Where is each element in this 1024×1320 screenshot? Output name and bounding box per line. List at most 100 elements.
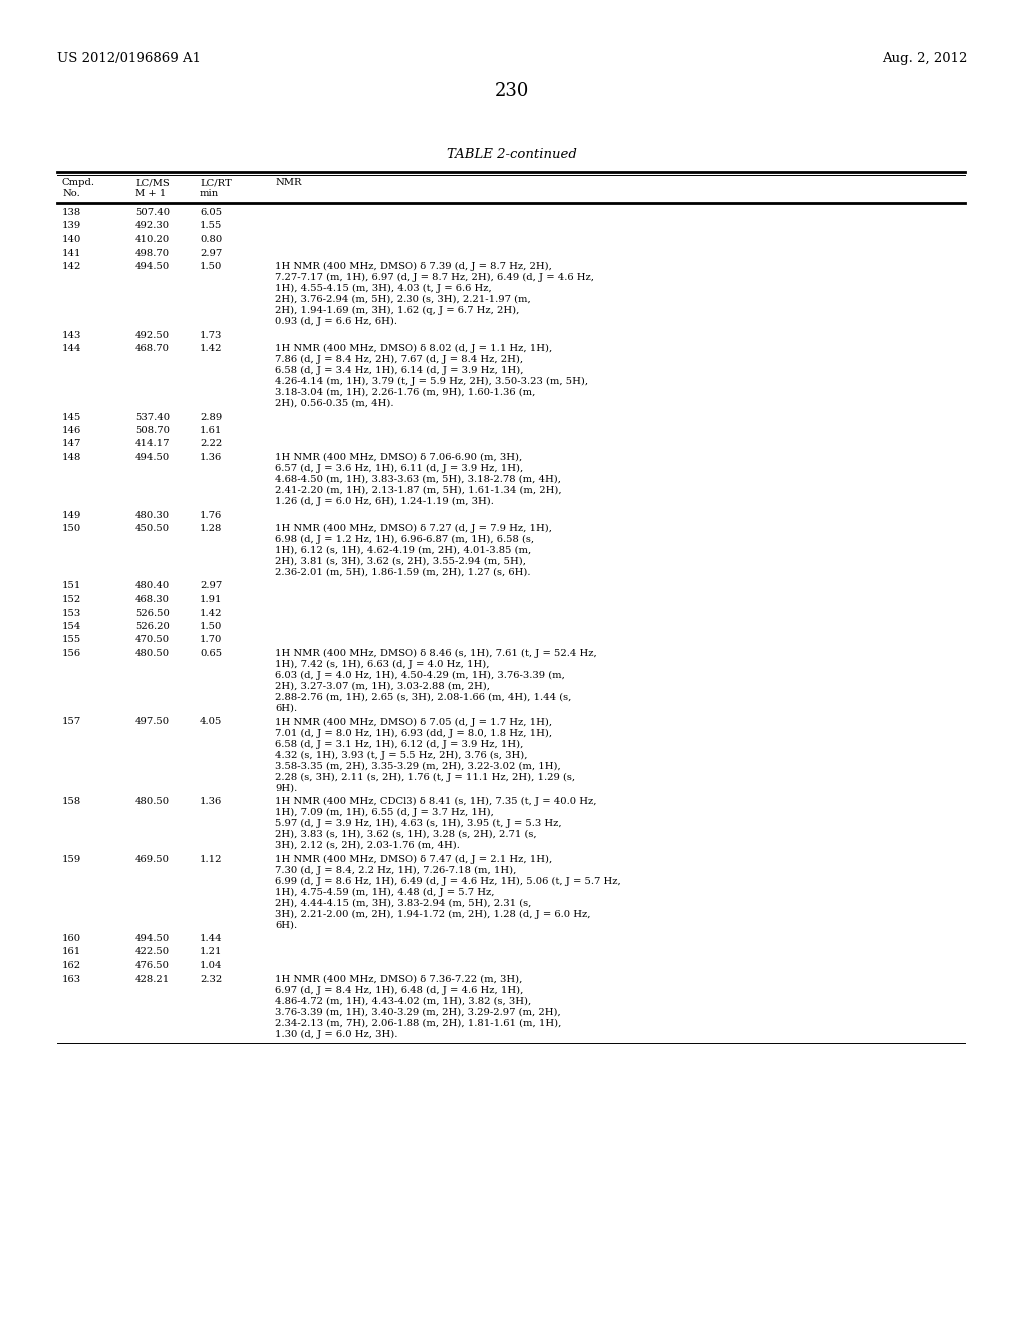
Text: 450.50: 450.50 bbox=[135, 524, 170, 533]
Text: 422.50: 422.50 bbox=[135, 948, 170, 957]
Text: Cmpd.: Cmpd. bbox=[62, 178, 95, 187]
Text: 2H), 3.83 (s, 1H), 3.62 (s, 1H), 3.28 (s, 2H), 2.71 (s,: 2H), 3.83 (s, 1H), 3.62 (s, 1H), 3.28 (s… bbox=[275, 830, 537, 840]
Text: 1H NMR (400 MHz, DMSO) δ 8.02 (d, J = 1.1 Hz, 1H),: 1H NMR (400 MHz, DMSO) δ 8.02 (d, J = 1.… bbox=[275, 345, 552, 354]
Text: 2.88-2.76 (m, 1H), 2.65 (s, 3H), 2.08-1.66 (m, 4H), 1.44 (s,: 2.88-2.76 (m, 1H), 2.65 (s, 3H), 2.08-1.… bbox=[275, 693, 571, 702]
Text: 141: 141 bbox=[62, 248, 82, 257]
Text: 6H).: 6H). bbox=[275, 920, 297, 929]
Text: 1H), 6.12 (s, 1H), 4.62-4.19 (m, 2H), 4.01-3.85 (m,: 1H), 6.12 (s, 1H), 4.62-4.19 (m, 2H), 4.… bbox=[275, 546, 531, 554]
Text: 1.50: 1.50 bbox=[200, 622, 222, 631]
Text: 4.68-4.50 (m, 1H), 3.83-3.63 (m, 5H), 3.18-2.78 (m, 4H),: 4.68-4.50 (m, 1H), 3.83-3.63 (m, 5H), 3.… bbox=[275, 475, 561, 484]
Text: 2.28 (s, 3H), 2.11 (s, 2H), 1.76 (t, J = 11.1 Hz, 2H), 1.29 (s,: 2.28 (s, 3H), 2.11 (s, 2H), 1.76 (t, J =… bbox=[275, 772, 575, 781]
Text: 508.70: 508.70 bbox=[135, 426, 170, 436]
Text: 151: 151 bbox=[62, 582, 81, 590]
Text: 494.50: 494.50 bbox=[135, 935, 170, 942]
Text: 7.30 (d, J = 8.4, 2.2 Hz, 1H), 7.26-7.18 (m, 1H),: 7.30 (d, J = 8.4, 2.2 Hz, 1H), 7.26-7.18… bbox=[275, 866, 516, 875]
Text: 537.40: 537.40 bbox=[135, 412, 170, 421]
Text: 2H), 3.76-2.94 (m, 5H), 2.30 (s, 3H), 2.21-1.97 (m,: 2H), 3.76-2.94 (m, 5H), 2.30 (s, 3H), 2.… bbox=[275, 294, 530, 304]
Text: 2H), 1.94-1.69 (m, 3H), 1.62 (q, J = 6.7 Hz, 2H),: 2H), 1.94-1.69 (m, 3H), 1.62 (q, J = 6.7… bbox=[275, 306, 519, 315]
Text: 147: 147 bbox=[62, 440, 81, 449]
Text: 6.98 (d, J = 1.2 Hz, 1H), 6.96-6.87 (m, 1H), 6.58 (s,: 6.98 (d, J = 1.2 Hz, 1H), 6.96-6.87 (m, … bbox=[275, 535, 535, 544]
Text: 1H), 4.75-4.59 (m, 1H), 4.48 (d, J = 5.7 Hz,: 1H), 4.75-4.59 (m, 1H), 4.48 (d, J = 5.7… bbox=[275, 887, 495, 896]
Text: 1H NMR (400 MHz, DMSO) δ 7.06-6.90 (m, 3H),: 1H NMR (400 MHz, DMSO) δ 7.06-6.90 (m, 3… bbox=[275, 453, 522, 462]
Text: 494.50: 494.50 bbox=[135, 453, 170, 462]
Text: min: min bbox=[200, 189, 219, 198]
Text: 230: 230 bbox=[495, 82, 529, 100]
Text: 158: 158 bbox=[62, 797, 81, 807]
Text: 143: 143 bbox=[62, 330, 81, 339]
Text: 6.57 (d, J = 3.6 Hz, 1H), 6.11 (d, J = 3.9 Hz, 1H),: 6.57 (d, J = 3.6 Hz, 1H), 6.11 (d, J = 3… bbox=[275, 465, 523, 473]
Text: 7.01 (d, J = 8.0 Hz, 1H), 6.93 (dd, J = 8.0, 1.8 Hz, 1H),: 7.01 (d, J = 8.0 Hz, 1H), 6.93 (dd, J = … bbox=[275, 729, 552, 738]
Text: Aug. 2, 2012: Aug. 2, 2012 bbox=[882, 51, 967, 65]
Text: 1.50: 1.50 bbox=[200, 261, 222, 271]
Text: 1H), 7.42 (s, 1H), 6.63 (d, J = 4.0 Hz, 1H),: 1H), 7.42 (s, 1H), 6.63 (d, J = 4.0 Hz, … bbox=[275, 660, 489, 669]
Text: 2.41-2.20 (m, 1H), 2.13-1.87 (m, 5H), 1.61-1.34 (m, 2H),: 2.41-2.20 (m, 1H), 2.13-1.87 (m, 5H), 1.… bbox=[275, 486, 561, 495]
Text: LC/RT: LC/RT bbox=[200, 178, 231, 187]
Text: 155: 155 bbox=[62, 635, 81, 644]
Text: 140: 140 bbox=[62, 235, 81, 244]
Text: 497.50: 497.50 bbox=[135, 718, 170, 726]
Text: 1.91: 1.91 bbox=[200, 595, 222, 605]
Text: 1H NMR (400 MHz, DMSO) δ 7.36-7.22 (m, 3H),: 1H NMR (400 MHz, DMSO) δ 7.36-7.22 (m, 3… bbox=[275, 974, 522, 983]
Text: NMR: NMR bbox=[275, 178, 301, 187]
Text: 145: 145 bbox=[62, 412, 81, 421]
Text: 1.36: 1.36 bbox=[200, 797, 222, 807]
Text: 6.05: 6.05 bbox=[200, 209, 222, 216]
Text: 154: 154 bbox=[62, 622, 81, 631]
Text: 9H).: 9H). bbox=[275, 784, 297, 792]
Text: 157: 157 bbox=[62, 718, 81, 726]
Text: 498.70: 498.70 bbox=[135, 248, 170, 257]
Text: 468.70: 468.70 bbox=[135, 345, 170, 352]
Text: 470.50: 470.50 bbox=[135, 635, 170, 644]
Text: 480.40: 480.40 bbox=[135, 582, 170, 590]
Text: 1H NMR (400 MHz, DMSO) δ 7.39 (d, J = 8.7 Hz, 2H),: 1H NMR (400 MHz, DMSO) δ 7.39 (d, J = 8.… bbox=[275, 261, 552, 271]
Text: 492.30: 492.30 bbox=[135, 222, 170, 231]
Text: 2.32: 2.32 bbox=[200, 974, 222, 983]
Text: 2.97: 2.97 bbox=[200, 582, 222, 590]
Text: 6H).: 6H). bbox=[275, 704, 297, 713]
Text: 4.05: 4.05 bbox=[200, 718, 222, 726]
Text: 3.18-3.04 (m, 1H), 2.26-1.76 (m, 9H), 1.60-1.36 (m,: 3.18-3.04 (m, 1H), 2.26-1.76 (m, 9H), 1.… bbox=[275, 388, 536, 397]
Text: 480.50: 480.50 bbox=[135, 797, 170, 807]
Text: 1H NMR (400 MHz, DMSO) δ 7.27 (d, J = 7.9 Hz, 1H),: 1H NMR (400 MHz, DMSO) δ 7.27 (d, J = 7.… bbox=[275, 524, 552, 533]
Text: 1.04: 1.04 bbox=[200, 961, 222, 970]
Text: 4.32 (s, 1H), 3.93 (t, J = 5.5 Hz, 2H), 3.76 (s, 3H),: 4.32 (s, 1H), 3.93 (t, J = 5.5 Hz, 2H), … bbox=[275, 751, 527, 759]
Text: 1.28: 1.28 bbox=[200, 524, 222, 533]
Text: 1.73: 1.73 bbox=[200, 330, 222, 339]
Text: 139: 139 bbox=[62, 222, 81, 231]
Text: 1.42: 1.42 bbox=[200, 345, 222, 352]
Text: 2.89: 2.89 bbox=[200, 412, 222, 421]
Text: 1H NMR (400 MHz, DMSO) δ 8.46 (s, 1H), 7.61 (t, J = 52.4 Hz,: 1H NMR (400 MHz, DMSO) δ 8.46 (s, 1H), 7… bbox=[275, 649, 597, 659]
Text: 150: 150 bbox=[62, 524, 81, 533]
Text: 1.70: 1.70 bbox=[200, 635, 222, 644]
Text: 2H), 3.27-3.07 (m, 1H), 3.03-2.88 (m, 2H),: 2H), 3.27-3.07 (m, 1H), 3.03-2.88 (m, 2H… bbox=[275, 682, 490, 690]
Text: 142: 142 bbox=[62, 261, 81, 271]
Text: 428.21: 428.21 bbox=[135, 974, 170, 983]
Text: 148: 148 bbox=[62, 453, 81, 462]
Text: 149: 149 bbox=[62, 511, 81, 520]
Text: 163: 163 bbox=[62, 974, 81, 983]
Text: 469.50: 469.50 bbox=[135, 854, 170, 863]
Text: No.: No. bbox=[62, 189, 80, 198]
Text: 1.12: 1.12 bbox=[200, 854, 222, 863]
Text: 1H), 4.55-4.15 (m, 3H), 4.03 (t, J = 6.6 Hz,: 1H), 4.55-4.15 (m, 3H), 4.03 (t, J = 6.6… bbox=[275, 284, 492, 293]
Text: 0.80: 0.80 bbox=[200, 235, 222, 244]
Text: 162: 162 bbox=[62, 961, 81, 970]
Text: 3H), 2.12 (s, 2H), 2.03-1.76 (m, 4H).: 3H), 2.12 (s, 2H), 2.03-1.76 (m, 4H). bbox=[275, 841, 460, 850]
Text: 7.86 (d, J = 8.4 Hz, 2H), 7.67 (d, J = 8.4 Hz, 2H),: 7.86 (d, J = 8.4 Hz, 2H), 7.67 (d, J = 8… bbox=[275, 355, 523, 364]
Text: 526.20: 526.20 bbox=[135, 622, 170, 631]
Text: 2H), 4.44-4.15 (m, 3H), 3.83-2.94 (m, 5H), 2.31 (s,: 2H), 4.44-4.15 (m, 3H), 3.83-2.94 (m, 5H… bbox=[275, 899, 531, 908]
Text: 152: 152 bbox=[62, 595, 81, 605]
Text: 492.50: 492.50 bbox=[135, 330, 170, 339]
Text: 156: 156 bbox=[62, 649, 81, 657]
Text: 144: 144 bbox=[62, 345, 82, 352]
Text: 6.58 (d, J = 3.1 Hz, 1H), 6.12 (d, J = 3.9 Hz, 1H),: 6.58 (d, J = 3.1 Hz, 1H), 6.12 (d, J = 3… bbox=[275, 739, 523, 748]
Text: 2.97: 2.97 bbox=[200, 248, 222, 257]
Text: 7.27-7.17 (m, 1H), 6.97 (d, J = 8.7 Hz, 2H), 6.49 (d, J = 4.6 Hz,: 7.27-7.17 (m, 1H), 6.97 (d, J = 8.7 Hz, … bbox=[275, 273, 594, 282]
Text: 1.26 (d, J = 6.0 Hz, 6H), 1.24-1.19 (m, 3H).: 1.26 (d, J = 6.0 Hz, 6H), 1.24-1.19 (m, … bbox=[275, 498, 494, 506]
Text: 1.76: 1.76 bbox=[200, 511, 222, 520]
Text: 1.42: 1.42 bbox=[200, 609, 222, 618]
Text: 1H), 7.09 (m, 1H), 6.55 (d, J = 3.7 Hz, 1H),: 1H), 7.09 (m, 1H), 6.55 (d, J = 3.7 Hz, … bbox=[275, 808, 494, 817]
Text: M + 1: M + 1 bbox=[135, 189, 166, 198]
Text: 410.20: 410.20 bbox=[135, 235, 170, 244]
Text: 1H NMR (400 MHz, DMSO) δ 7.47 (d, J = 2.1 Hz, 1H),: 1H NMR (400 MHz, DMSO) δ 7.47 (d, J = 2.… bbox=[275, 854, 552, 863]
